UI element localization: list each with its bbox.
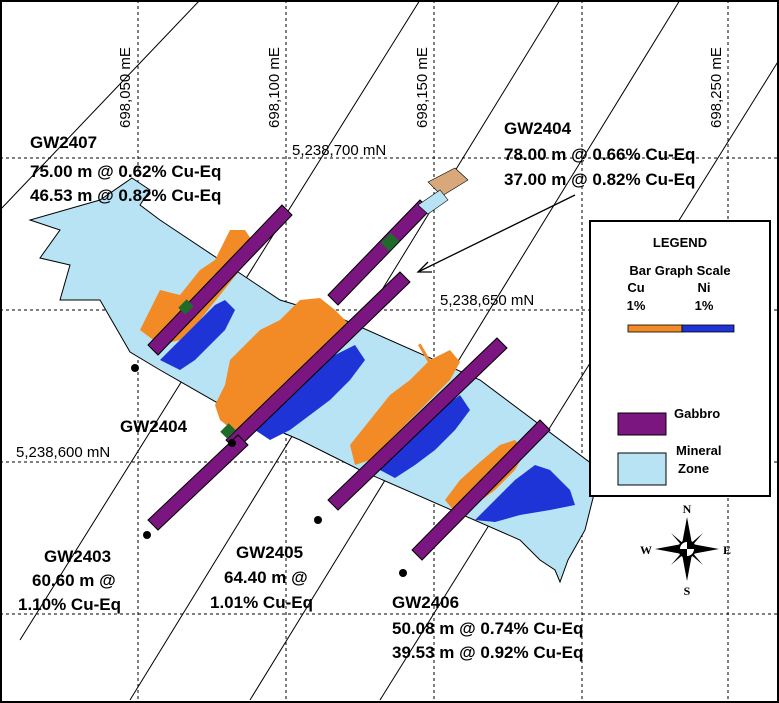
- gabbro-intervals: [147, 199, 551, 561]
- svg-text:1.10% Cu-Eq: 1.10% Cu-Eq: [18, 595, 121, 614]
- legend-cu-label: Cu: [627, 280, 644, 295]
- trace-accents: [178, 167, 469, 439]
- svg-text:39.53 m @ 0.92% Cu-Eq: 39.53 m @ 0.92% Cu-Eq: [392, 643, 583, 662]
- gabbro-gw2405: [327, 337, 508, 511]
- hole-label-gw2405: GW2405 64.40 m @ 1.01% Cu-Eq: [210, 543, 313, 612]
- gw2404-arrow: [416, 194, 576, 273]
- collar-gw2407: [131, 364, 139, 372]
- svg-text:60.60 m @: 60.60 m @: [32, 571, 116, 590]
- svg-text:GW2403: GW2403: [44, 547, 111, 566]
- legend-ni-swatch: [681, 324, 735, 333]
- compass-rose-icon: N S E W: [640, 502, 731, 598]
- legend-mineral-swatch: [617, 452, 667, 486]
- svg-text:75.00 m @ 0.62% Cu-Eq: 75.00 m @ 0.62% Cu-Eq: [30, 162, 221, 181]
- legend-cu-swatch: [627, 324, 683, 333]
- compass-e: E: [723, 543, 731, 557]
- gabbro-gw2406: [411, 419, 551, 561]
- hole-label-gw2404-collar: GW2404: [120, 417, 188, 436]
- collar-gw2405: [314, 516, 322, 524]
- hole-label-gw2403: GW2403 60.60 m @ 1.10% Cu-Eq: [18, 547, 121, 614]
- legend-title: LEGEND: [653, 235, 707, 250]
- easting-label-4: 698,250 mE: [708, 47, 725, 128]
- legend-cu-scale: 1%: [627, 298, 646, 313]
- gabbro-gw2403: [147, 434, 249, 531]
- legend-bar-graph-scale: Bar Graph Scale: [629, 263, 730, 278]
- hole-label-gw2407: GW2407 75.00 m @ 0.62% Cu-Eq 46.53 m @ 0…: [30, 133, 221, 205]
- svg-text:46.53 m @ 0.82% Cu-Eq: 46.53 m @ 0.82% Cu-Eq: [30, 186, 221, 205]
- legend: LEGEND Bar Graph Scale Cu Ni 1% 1% Gabbr…: [589, 220, 771, 497]
- compass-s: S: [684, 584, 691, 598]
- svg-text:GW2405: GW2405: [236, 543, 303, 562]
- easting-label-2: 698,100 mE: [266, 47, 283, 128]
- collars: [131, 364, 407, 577]
- svg-text:78.00 m @ 0.66% Cu-Eq: 78.00 m @ 0.66% Cu-Eq: [504, 145, 695, 164]
- gabbro-gw2407: [147, 204, 293, 356]
- svg-text:1.01% Cu-Eq: 1.01% Cu-Eq: [210, 593, 313, 612]
- legend-ni-scale: 1%: [695, 298, 714, 313]
- hole-label-gw2406: GW2406 50.08 m @ 0.74% Cu-Eq 39.53 m @ 0…: [392, 593, 583, 662]
- cu-bars: [140, 230, 525, 512]
- ni-bars: [160, 300, 575, 522]
- svg-text:64.40 m @: 64.40 m @: [224, 568, 308, 587]
- northing-label-2: 5,238,650 mN: [440, 292, 534, 309]
- compass-n: N: [683, 502, 692, 516]
- northing-label-1: 5,238,700 mN: [292, 142, 386, 159]
- svg-text:37.00 m @ 0.82% Cu-Eq: 37.00 m @ 0.82% Cu-Eq: [504, 170, 695, 189]
- compass-w: W: [640, 543, 652, 557]
- svg-text:GW2404: GW2404: [120, 417, 188, 436]
- svg-text:GW2406: GW2406: [392, 593, 459, 612]
- legend-ni-label: Ni: [698, 280, 711, 295]
- legend-box: [589, 220, 771, 497]
- legend-gabbro-swatch: [617, 412, 667, 436]
- svg-text:GW2404: GW2404: [504, 119, 572, 138]
- gabbro-gw2404: [327, 199, 431, 306]
- svg-text:50.08 m @ 0.74% Cu-Eq: 50.08 m @ 0.74% Cu-Eq: [392, 619, 583, 638]
- easting-label-3: 698,150 mE: [414, 47, 431, 128]
- legend-gabbro-label: Gabbro: [674, 406, 720, 421]
- easting-label-1: 698,050 mE: [117, 47, 134, 128]
- legend-mineral-label-1: Mineral: [676, 443, 722, 458]
- collar-gw2406: [399, 569, 407, 577]
- hole-label-gw2404-top: GW2404 78.00 m @ 0.66% Cu-Eq 37.00 m @ 0…: [504, 119, 695, 189]
- collar-gw2404: [228, 439, 236, 447]
- svg-text:GW2407: GW2407: [30, 133, 97, 152]
- northing-label-3: 5,238,600 mN: [16, 444, 110, 461]
- collar-gw2403: [143, 531, 151, 539]
- legend-mineral-label-2: Zone: [678, 461, 709, 476]
